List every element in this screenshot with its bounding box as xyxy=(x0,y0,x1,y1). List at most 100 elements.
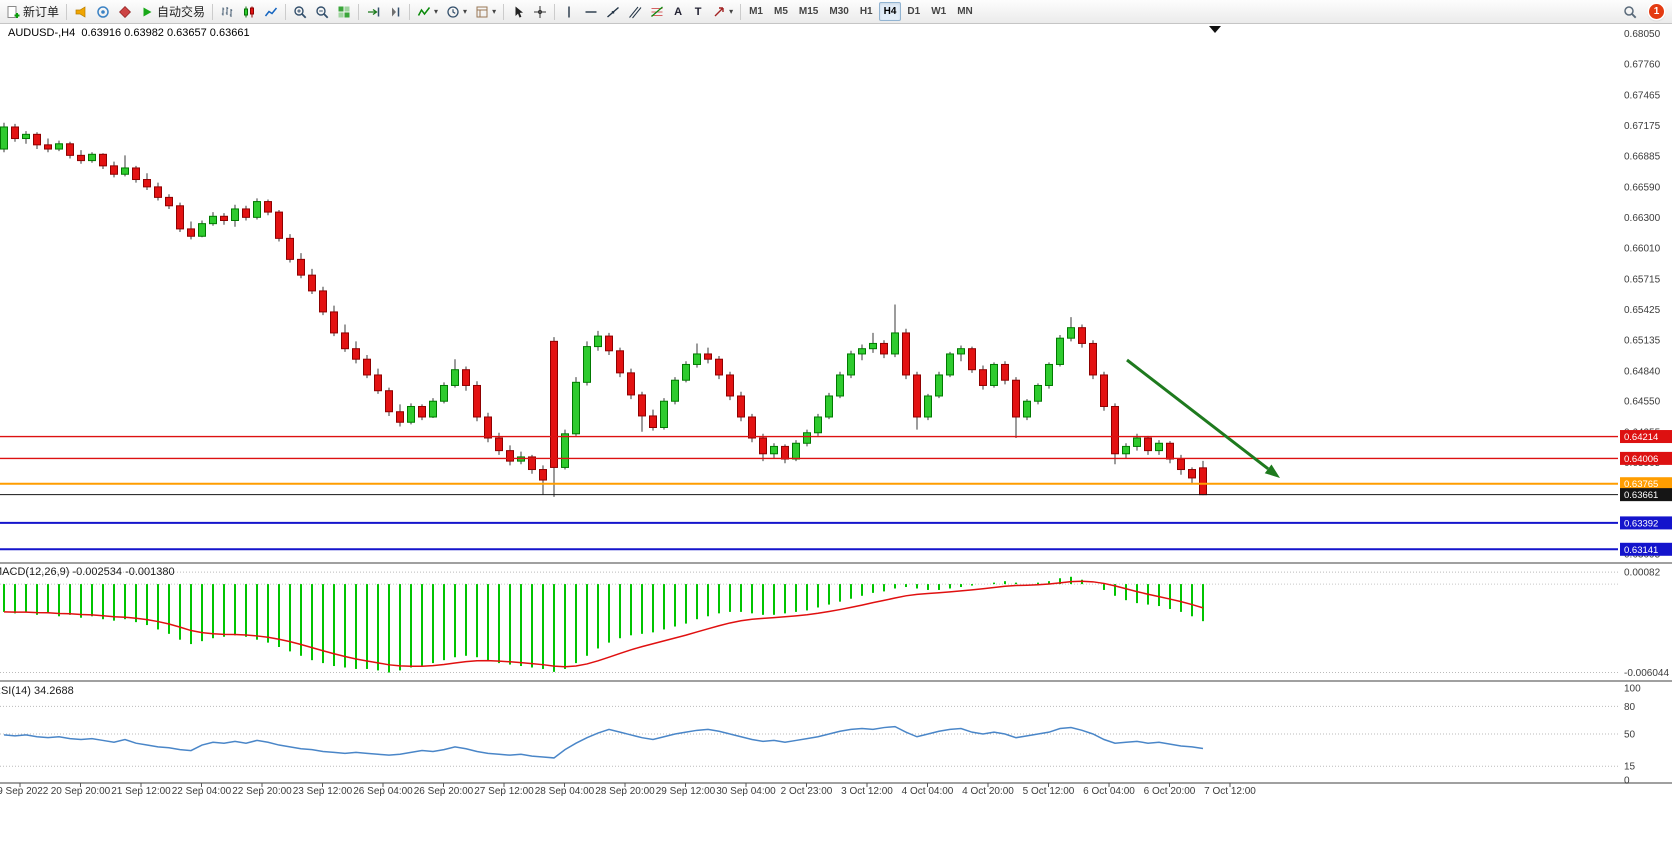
new-order-label: 新订单 xyxy=(23,5,60,19)
svg-text:0.64840: 0.64840 xyxy=(1624,366,1661,377)
timeframe-button-M1[interactable]: M1 xyxy=(749,6,763,17)
chart-shift-marker[interactable] xyxy=(1209,26,1221,33)
chart-title: AUDUSD-,H4 0.63916 0.63982 0.63657 0.636… xyxy=(8,27,250,39)
svg-text:28 Sep 20:00: 28 Sep 20:00 xyxy=(595,786,655,797)
chart-shift-button[interactable] xyxy=(384,1,406,22)
price-level-0.63765[interactable]: 0.63765 xyxy=(0,477,1672,491)
timeframe-button-H1[interactable]: H1 xyxy=(859,6,873,17)
trend-arrow-annotation[interactable] xyxy=(1126,358,1280,478)
auto-trading-button[interactable]: 自动交易 xyxy=(136,1,209,22)
new-order-button[interactable]: 新订单 xyxy=(2,1,63,22)
bars-chart-button[interactable] xyxy=(216,1,238,22)
svg-text:26 Sep 20:00: 26 Sep 20:00 xyxy=(414,786,474,797)
timeframe-button-MN[interactable]: MN xyxy=(957,6,973,17)
indicators-button[interactable]: ▾ xyxy=(413,1,442,22)
macd-signal-line xyxy=(3,580,1204,668)
market-icon xyxy=(75,5,86,18)
candles-chart-icon xyxy=(244,6,255,17)
timeframe-group: M1 M5 M15 M30 H1 H4 D1 W1 MN xyxy=(744,2,978,21)
search-button[interactable] xyxy=(1619,1,1641,22)
svg-text:0.66300: 0.66300 xyxy=(1624,213,1661,224)
timeframe-button-H4[interactable]: H4 xyxy=(878,2,902,21)
arrows-button[interactable]: ▾ xyxy=(708,1,737,22)
svg-text:3 Oct 12:00: 3 Oct 12:00 xyxy=(841,786,893,797)
market-button[interactable] xyxy=(70,1,92,22)
templates-icon xyxy=(476,6,488,17)
text-button[interactable]: A xyxy=(668,1,688,22)
rsi-line xyxy=(3,725,1204,759)
price-level-0.63141[interactable]: 0.63141 xyxy=(0,542,1672,556)
candles-chart-button[interactable] xyxy=(238,1,260,22)
crosshair-icon xyxy=(534,5,547,18)
auto-scroll-icon xyxy=(368,7,380,16)
svg-text:23 Sep 12:00: 23 Sep 12:00 xyxy=(293,786,353,797)
horizontal-line-button[interactable] xyxy=(580,1,602,22)
svg-text:80: 80 xyxy=(1624,702,1636,713)
tile-windows-button[interactable] xyxy=(333,1,355,22)
price-level-0.64006[interactable]: 0.64006 xyxy=(0,451,1672,465)
svg-text:0.63765: 0.63765 xyxy=(1624,479,1658,490)
svg-text:0.00082: 0.00082 xyxy=(1624,568,1661,579)
timeframe-button-M30[interactable]: M30 xyxy=(829,6,849,17)
price-level-0.63661[interactable]: 0.63661 xyxy=(0,488,1672,502)
text-label-button[interactable]: T xyxy=(688,1,708,22)
svg-text:0.66010: 0.66010 xyxy=(1624,243,1661,254)
toolbar-separator xyxy=(554,3,556,20)
zoom-in-icon xyxy=(294,5,307,18)
price-level-0.63392[interactable]: 0.63392 xyxy=(0,516,1672,530)
trendline-icon xyxy=(607,6,620,18)
svg-text:4 Oct 20:00: 4 Oct 20:00 xyxy=(962,786,1014,797)
svg-text:26 Sep 04:00: 26 Sep 04:00 xyxy=(353,786,413,797)
main-toolbar: 新订单 自动交易 xyxy=(0,0,1672,24)
line-chart-icon xyxy=(264,7,278,16)
svg-text:0.65425: 0.65425 xyxy=(1624,305,1661,316)
line-chart-button[interactable] xyxy=(260,1,282,22)
chevron-down-icon: ▾ xyxy=(463,6,468,16)
notification-badge[interactable]: 1 xyxy=(1649,4,1664,19)
svg-text:0.65135: 0.65135 xyxy=(1624,335,1661,346)
templates-button[interactable]: ▾ xyxy=(471,1,500,22)
price-level-0.64214[interactable]: 0.64214 xyxy=(0,430,1672,444)
svg-text:27 Sep 12:00: 27 Sep 12:00 xyxy=(474,786,534,797)
signals-button[interactable] xyxy=(92,1,114,22)
vertical-line-icon xyxy=(568,6,570,17)
timeframe-button-W1[interactable]: W1 xyxy=(931,6,947,17)
timeframe-button-M15[interactable]: M15 xyxy=(798,6,819,17)
mql5-button[interactable] xyxy=(114,1,136,22)
fibonacci-button[interactable] xyxy=(646,1,668,22)
cursor-button[interactable] xyxy=(507,1,529,22)
periods-button[interactable]: ▾ xyxy=(442,1,471,22)
crosshair-button[interactable] xyxy=(529,1,551,22)
svg-text:4 Oct 04:00: 4 Oct 04:00 xyxy=(902,786,954,797)
vertical-line-button[interactable] xyxy=(558,1,580,22)
macd-histogram xyxy=(3,576,1204,673)
timeframe-button-D1[interactable]: D1 xyxy=(907,6,921,17)
svg-text:0: 0 xyxy=(1624,776,1630,787)
play-icon xyxy=(143,7,152,16)
timeframe-button-M5[interactable]: M5 xyxy=(774,6,788,17)
chevron-down-icon: ▾ xyxy=(729,6,734,16)
auto-trading-label: 自动交易 xyxy=(157,5,206,19)
text-icon: A xyxy=(674,5,683,18)
zoom-out-icon xyxy=(316,5,329,18)
svg-text:20 Sep 20:00: 20 Sep 20:00 xyxy=(51,786,111,797)
trendline-button[interactable] xyxy=(602,1,624,22)
svg-text:7 Oct 12:00: 7 Oct 12:00 xyxy=(1204,786,1256,797)
svg-text:19 Sep 2022: 19 Sep 2022 xyxy=(0,786,49,797)
fibonacci-icon xyxy=(651,6,663,17)
svg-text:0.65715: 0.65715 xyxy=(1624,274,1661,285)
mql5-icon xyxy=(119,5,132,18)
auto-scroll-button[interactable] xyxy=(362,1,384,22)
macd-panel: 0.00082 -0.006044 xyxy=(0,568,1669,679)
channel-icon xyxy=(629,6,642,18)
svg-text:0.68050: 0.68050 xyxy=(1624,29,1661,40)
channel-button[interactable] xyxy=(624,1,646,22)
zoom-in-button[interactable] xyxy=(289,1,311,22)
text-label-icon: T xyxy=(694,5,702,18)
toolbar-separator xyxy=(285,3,287,20)
zoom-out-button[interactable] xyxy=(311,1,333,22)
svg-text:5 Oct 12:00: 5 Oct 12:00 xyxy=(1023,786,1075,797)
